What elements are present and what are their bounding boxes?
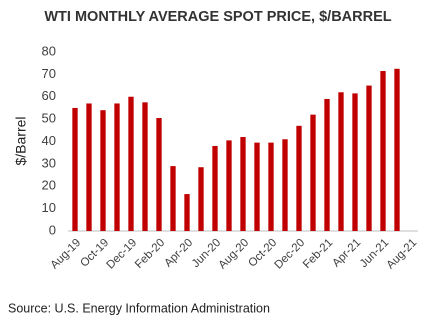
bar — [170, 166, 176, 231]
bar — [100, 110, 106, 231]
x-tick-label: Aug-20 — [217, 237, 252, 272]
bar — [380, 71, 386, 231]
bar — [142, 102, 148, 231]
x-tick-label: Apr-20 — [162, 237, 195, 270]
bar — [338, 92, 344, 232]
bar — [184, 194, 190, 231]
y-tick-label: 60 — [42, 88, 56, 103]
bar — [282, 139, 288, 231]
x-tick-label: Dec-19 — [105, 237, 140, 272]
bar — [268, 142, 274, 231]
bar — [114, 103, 120, 231]
bar — [394, 68, 400, 231]
y-tick-label: 80 — [42, 43, 56, 58]
bar — [324, 98, 330, 231]
source-note: Source: U.S. Energy Information Administ… — [8, 301, 270, 315]
bar — [352, 93, 358, 231]
y-tick-label: 0 — [49, 222, 56, 237]
y-tick-label: 30 — [42, 155, 56, 170]
bar — [366, 85, 372, 231]
bar — [212, 145, 218, 231]
y-tick-label: 70 — [42, 66, 56, 81]
bar — [72, 107, 78, 231]
x-tick-label: Aug-19 — [49, 237, 84, 272]
bar — [240, 137, 246, 231]
bar — [296, 125, 302, 231]
bar — [226, 140, 232, 231]
bar — [198, 167, 204, 231]
x-tick-label: Dec-20 — [273, 237, 308, 272]
y-tick-label: 10 — [42, 200, 56, 215]
bar — [156, 118, 162, 231]
chart-title: WTI MONTHLY AVERAGE SPOT PRICE, $/BARREL — [44, 9, 391, 25]
bar — [128, 96, 134, 231]
y-tick-label: 20 — [42, 178, 56, 193]
x-tick-label: Apr-21 — [330, 237, 363, 270]
x-tick-label: Feb-20 — [133, 237, 167, 271]
y-tick-label: 50 — [42, 111, 56, 126]
y-axis-label: $/Barrel — [13, 116, 29, 165]
bar — [254, 142, 260, 231]
bar — [310, 114, 316, 231]
y-tick-label: 40 — [42, 133, 56, 148]
bar — [86, 103, 92, 231]
x-tick-label: Feb-21 — [301, 237, 335, 271]
x-tick-label: Aug-21 — [385, 237, 420, 272]
